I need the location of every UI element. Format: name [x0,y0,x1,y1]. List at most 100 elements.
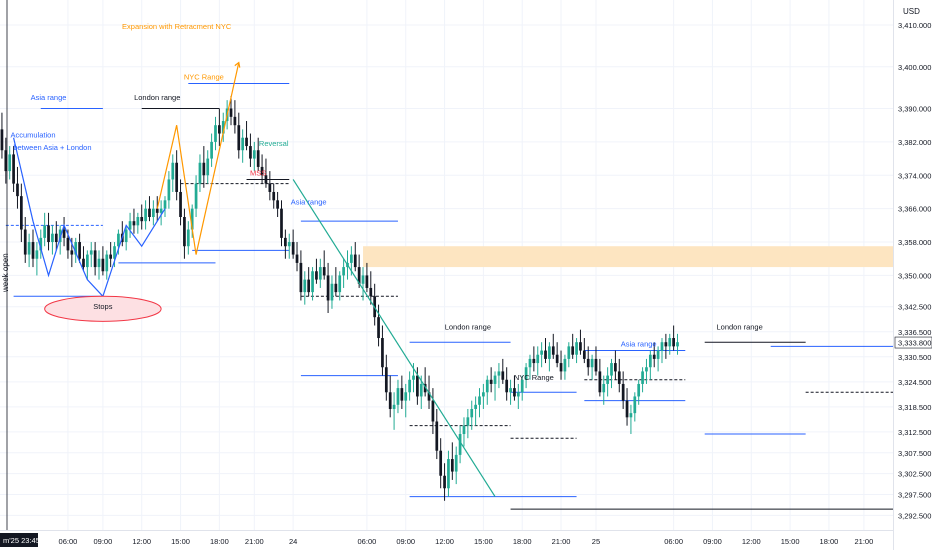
time-tick-label: 09:00 [396,537,415,546]
candle-body [229,108,233,117]
candle-body [416,375,419,397]
price-axis[interactable]: USD 3,410.000 3,400.000 3,390.000 3,382.000… [893,0,932,550]
candle-body [186,229,190,247]
candle-body [548,346,551,359]
candle-body [89,250,93,255]
candle-body [423,383,427,393]
price-tick-label: 3,302.500 [898,470,931,479]
candle-body [105,254,109,272]
candle-body [419,383,423,397]
candle-body [237,125,241,151]
price-tick-label: 3,324.500 [898,378,931,387]
price-tick-label: 3,350.000 [898,271,931,280]
candle-body [144,208,147,222]
time-tick-label: 12:00 [742,537,761,546]
candle-body [74,242,78,255]
candle-body [54,233,58,243]
price-tick-label: 3,366.000 [898,205,931,214]
candle-body [555,354,559,364]
candle-body [218,125,221,134]
candle-body [489,379,493,384]
time-tick-label: 09:00 [703,537,722,546]
time-readout: m'25 23:45 [3,536,40,545]
candle-body [408,379,411,393]
candle-body [175,162,179,192]
candle-body [210,141,213,159]
candle-body [171,162,175,180]
candle-body [575,342,578,355]
candle-body [4,150,8,172]
time-tick-label: 15:00 [474,537,493,546]
candle-body [326,275,330,301]
candle-body [252,150,256,159]
last-price-label: 3,333.800 [898,339,931,348]
candle-body [493,375,497,384]
candle-body [163,200,167,209]
time-tick-label: 21:00 [854,537,873,546]
candle-body [152,208,155,218]
candle-body [315,271,318,280]
price-tick-label: 3,342.500 [898,303,931,312]
candle-body [260,166,264,176]
candle-body [249,146,252,159]
candle-body [97,258,101,268]
price-axis-svg: USD 3,410.000 3,400.000 3,390.000 3,382.000… [894,7,932,520]
candle-body [377,317,380,339]
price-tick-label: 3,374.000 [898,171,931,180]
candle-body [485,379,489,393]
time-tick-label: 18:00 [820,537,839,546]
candle-body [516,392,520,397]
candle-body [637,383,641,397]
price-tick-label: 3,410.000 [898,21,931,30]
candle-body [113,246,116,259]
candle-body [633,396,637,414]
annotation-text: Asia range [31,93,67,102]
candle-body [128,221,132,230]
candle-body [470,408,474,418]
candle-body [155,208,159,213]
candle-body [544,350,547,359]
candle-body [571,346,575,355]
candle-body [610,363,613,376]
candle-body [462,425,466,435]
candle-body [190,208,194,230]
price-tick-label: 3,330.500 [898,353,931,362]
candle-body [140,217,144,222]
candle-body [291,242,295,255]
candle-body [621,383,625,401]
candle-body [439,450,443,476]
candle-body [330,283,334,301]
candle-body [214,125,217,142]
candle-body [629,413,633,418]
last-price-badge [894,336,932,349]
candle-body [482,392,485,397]
candle-body [625,400,629,418]
time-tick-label: 21:00 [245,537,264,546]
time-tick-label: 25 [592,537,600,546]
candle-body [353,254,357,268]
candle-body [27,242,31,255]
candle-body [427,392,431,401]
candle-body [384,367,388,393]
time-axis-svg: 06:00 09:00 12:00 15:00 18:00 21:00 24 06:00 09:… [0,533,873,547]
zigzag-path [156,62,240,255]
candle-body [43,225,47,238]
price-tick-label: 3,336.500 [898,328,931,337]
time-tick-label: 12:00 [132,537,151,546]
candle-body [109,254,113,259]
candle-body [396,388,400,405]
annotation-text: London range [445,323,491,332]
candle-body [70,250,74,255]
candle-body [369,287,373,297]
candle-body [652,354,656,359]
candle-body [590,358,594,368]
candle-body [532,358,536,364]
candle-body [614,363,617,372]
price-tick-label: 3,318.500 [898,403,931,412]
candle-body [501,371,505,380]
candle-body [412,375,415,380]
time-axis[interactable]: 06:00 09:00 12:00 15:00 18:00 21:00 24 06:00 09:… [0,530,893,551]
candle-body [447,459,450,489]
